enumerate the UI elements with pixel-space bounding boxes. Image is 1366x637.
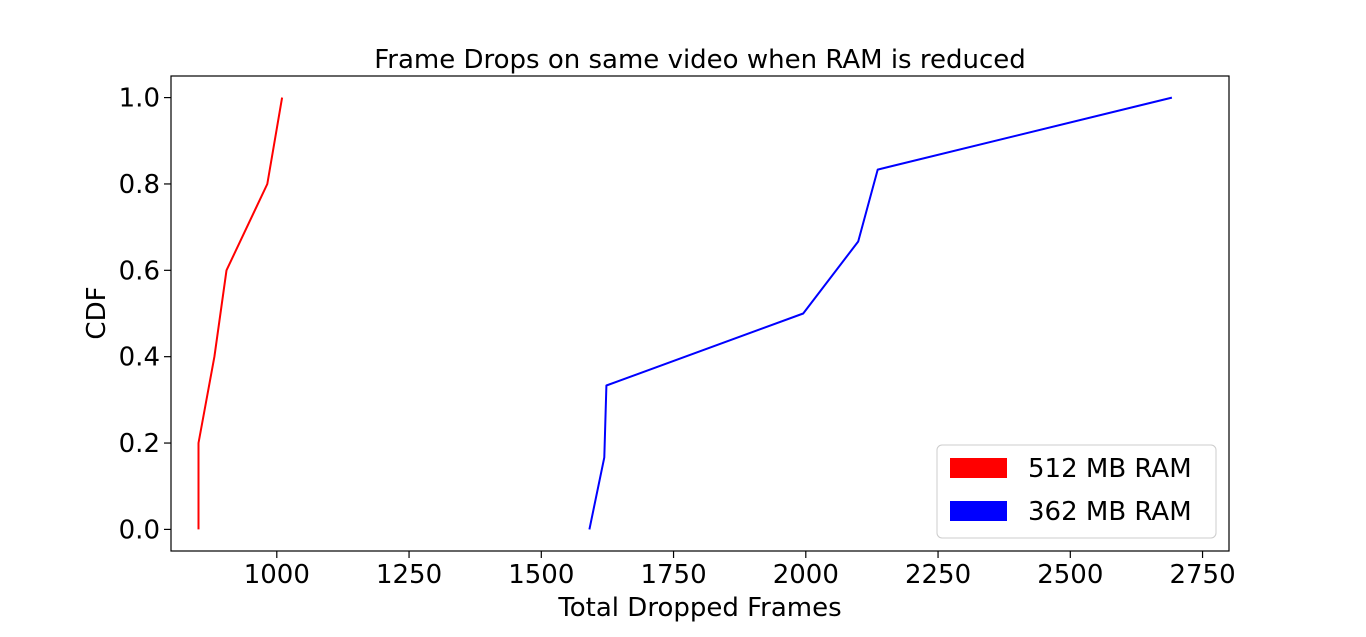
y-tick-label: 0.0 — [119, 515, 160, 545]
x-tick-label: 2500 — [1037, 560, 1103, 590]
y-axis-label: CDF — [82, 286, 112, 339]
plot-frame — [170, 75, 1230, 552]
legend-label-2: 362 MB RAM — [1028, 497, 1192, 527]
y-axis-ticks: 0.0 0.2 0.4 0.6 0.8 1.0 — [119, 84, 171, 545]
series-line-1 — [197, 97, 284, 530]
x-tick-label: 1750 — [640, 560, 706, 590]
y-tick-label: 0.6 — [119, 256, 160, 286]
legend-items: 512 MB RAM 362 MB RAM — [950, 454, 1192, 527]
y-tick-label: 0.4 — [119, 343, 160, 373]
x-tick-label: 1000 — [244, 560, 310, 590]
x-axis-label: Total Dropped Frames — [557, 593, 841, 623]
chart-title: Frame Drops on same video when RAM is re… — [374, 45, 1026, 75]
x-tick-label: 2000 — [773, 560, 839, 590]
y-tick-label: 1.0 — [119, 84, 160, 114]
legend: 512 MB RAM 362 MB RAM — [936, 444, 1217, 539]
x-tick-label: 1250 — [376, 560, 442, 590]
x-axis-ticks: 1000 1250 1500 1750 2000 2250 2500 2750 — [244, 551, 1236, 590]
x-tick-label: 2750 — [1169, 560, 1235, 590]
x-tick-label: 2250 — [905, 560, 971, 590]
y-tick-label: 0.2 — [119, 429, 160, 459]
legend-swatch-2 — [950, 501, 1007, 521]
legend-label-1: 512 MB RAM — [1028, 454, 1192, 484]
y-tick-label: 0.8 — [119, 170, 160, 200]
series-layer — [197, 96, 1173, 530]
series-line-2 — [588, 96, 1173, 530]
x-tick-label: 1500 — [508, 560, 574, 590]
plot-area — [170, 75, 1230, 552]
legend-swatch-1 — [950, 458, 1007, 478]
